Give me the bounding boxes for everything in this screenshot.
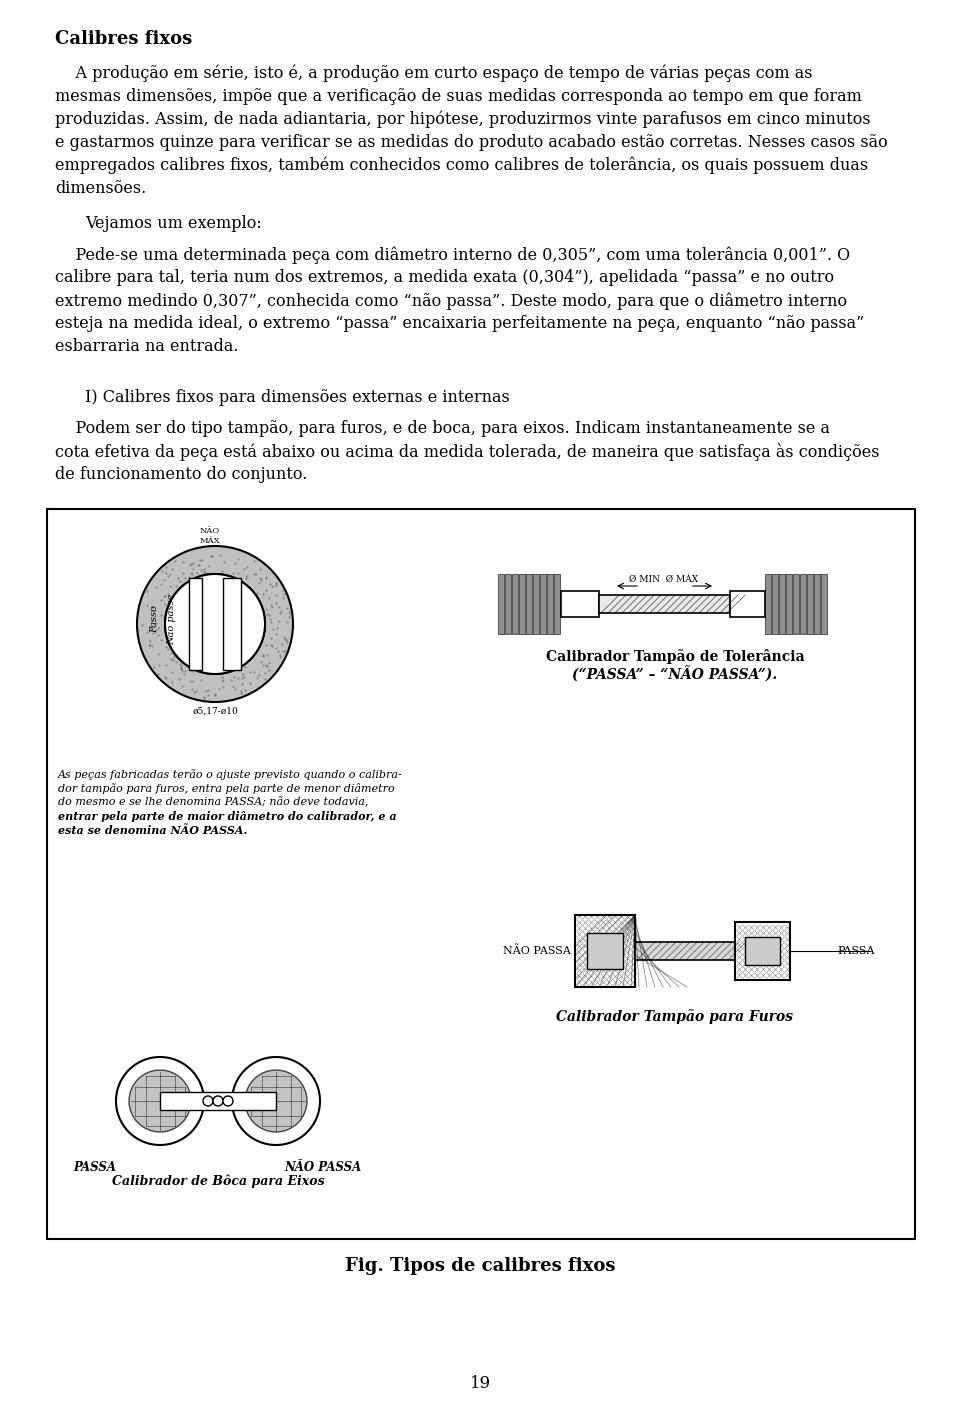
Bar	[554, 574, 560, 633]
Text: produzidas. Assim, de nada adiantaria, por hipótese, produzirmos vinte parafusos: produzidas. Assim, de nada adiantaria, p…	[55, 112, 871, 129]
Bar	[587, 933, 623, 969]
Text: Ø MIN  Ø MÁX: Ø MIN Ø MÁX	[630, 575, 699, 584]
Bar	[814, 574, 820, 633]
Bar	[561, 591, 599, 617]
Text: Não passe: Não passe	[166, 594, 176, 645]
Bar	[160, 1092, 276, 1110]
Text: calibre para tal, teria num dos extremos, a medida exata (0,304”), apelidada “pa: calibre para tal, teria num dos extremos…	[55, 269, 834, 286]
Text: entrar pela parte de maior diâmetro do calibrador, e a: entrar pela parte de maior diâmetro do c…	[58, 812, 396, 822]
Bar	[779, 574, 785, 633]
Circle shape	[232, 1058, 320, 1145]
Bar	[793, 574, 799, 633]
Bar	[223, 578, 241, 670]
Text: PASSA: PASSA	[74, 1161, 116, 1174]
Circle shape	[203, 1096, 213, 1106]
Bar	[519, 574, 525, 633]
Text: Podem ser do tipo tampão, para furos, e de boca, para eixos. Indicam instantanea: Podem ser do tipo tampão, para furos, e …	[55, 420, 830, 437]
Circle shape	[129, 1070, 191, 1133]
Bar	[575, 915, 635, 987]
Text: I) Calibres fixos para dimensões externas e internas: I) Calibres fixos para dimensões externa…	[85, 389, 510, 406]
Text: esteja na medida ideal, o extremo “passa” encaixaria perfeitamente na peça, enqu: esteja na medida ideal, o extremo “passa…	[55, 315, 864, 332]
Bar	[800, 574, 806, 633]
Text: Fig. Tipos de calibres fixos: Fig. Tipos de calibres fixos	[345, 1257, 615, 1275]
Text: ø5,17-ø10: ø5,17-ø10	[192, 707, 238, 715]
Bar	[505, 574, 511, 633]
Circle shape	[213, 1096, 223, 1106]
Text: do mesmo e se lhe denomina PASSA; não deve todavia,: do mesmo e se lhe denomina PASSA; não de…	[58, 797, 369, 807]
Text: Passo: Passo	[151, 605, 159, 633]
Text: 19: 19	[469, 1374, 491, 1391]
Text: (“PASSA” – “NÃO PASSA”).: (“PASSA” – “NÃO PASSA”).	[572, 666, 778, 682]
Text: empregados calibres fixos, também conhecidos como calibres de tolerância, os qua: empregados calibres fixos, também conhec…	[55, 157, 868, 174]
Text: Pede-se uma determinada peça com diâmetro interno de 0,305”, com uma tolerância : Pede-se uma determinada peça com diâmetr…	[55, 246, 851, 263]
Bar	[540, 574, 546, 633]
Circle shape	[165, 574, 265, 674]
Bar	[599, 595, 730, 614]
Text: Calibrador de Bôca para Eixos: Calibrador de Bôca para Eixos	[111, 1175, 324, 1189]
Circle shape	[116, 1058, 204, 1145]
Bar	[807, 574, 813, 633]
Bar	[730, 591, 765, 617]
Text: esta se denomina NÃO PASSA.: esta se denomina NÃO PASSA.	[58, 824, 248, 836]
Text: cota efetiva da peça está abaixo ou acima da medida tolerada, de maneira que sat: cota efetiva da peça está abaixo ou acim…	[55, 443, 879, 461]
Bar	[533, 574, 539, 633]
Bar	[547, 574, 553, 633]
Circle shape	[223, 1096, 233, 1106]
Text: Calibrador Tampão para Furos: Calibrador Tampão para Furos	[557, 1010, 794, 1024]
Text: esbarraria na entrada.: esbarraria na entrada.	[55, 338, 238, 355]
Text: NÃO PASSA: NÃO PASSA	[503, 946, 571, 956]
Text: mesmas dimensões, impõe que a verificação de suas medidas corresponda ao tempo e: mesmas dimensões, impõe que a verificaçã…	[55, 88, 862, 105]
Bar	[526, 574, 532, 633]
Text: e gastarmos quinze para verificar se as medidas do produto acabado estão correta: e gastarmos quinze para verificar se as …	[55, 134, 888, 151]
Bar	[635, 942, 735, 960]
Bar	[512, 574, 518, 633]
Text: Vejamos um exemplo:: Vejamos um exemplo:	[85, 215, 262, 232]
Bar	[735, 922, 790, 980]
Bar	[765, 574, 771, 633]
Text: A produção em série, isto é, a produção em curto espaço de tempo de várias peças: A produção em série, isto é, a produção …	[55, 65, 812, 82]
Text: NÃO PASSA: NÃO PASSA	[284, 1161, 362, 1174]
Bar	[745, 937, 780, 964]
Text: dimensões.: dimensões.	[55, 180, 146, 197]
Text: As peças fabricadas terão o ajuste previsto quando o calibra-: As peças fabricadas terão o ajuste previ…	[58, 769, 403, 781]
Text: NÃO: NÃO	[200, 527, 220, 534]
Text: PASSA: PASSA	[837, 946, 875, 956]
Bar	[821, 574, 827, 633]
Text: de funcionamento do conjunto.: de funcionamento do conjunto.	[55, 467, 307, 484]
Bar	[47, 509, 915, 1239]
Text: dor tampão para furos, entra pela parte de menor diâmetro: dor tampão para furos, entra pela parte …	[58, 783, 395, 795]
Text: Calibres fixos: Calibres fixos	[55, 30, 192, 48]
Bar	[189, 578, 202, 670]
Wedge shape	[137, 546, 293, 701]
Bar	[498, 574, 504, 633]
Bar	[786, 574, 792, 633]
Text: extremo medindo 0,307”, conhecida como “não passa”. Deste modo, para que o diâme: extremo medindo 0,307”, conhecida como “…	[55, 293, 847, 310]
Text: MÁX: MÁX	[200, 537, 220, 544]
Circle shape	[245, 1070, 307, 1133]
Text: Calibrador Tampão de Tolerância: Calibrador Tampão de Tolerância	[545, 649, 804, 665]
Bar	[772, 574, 778, 633]
